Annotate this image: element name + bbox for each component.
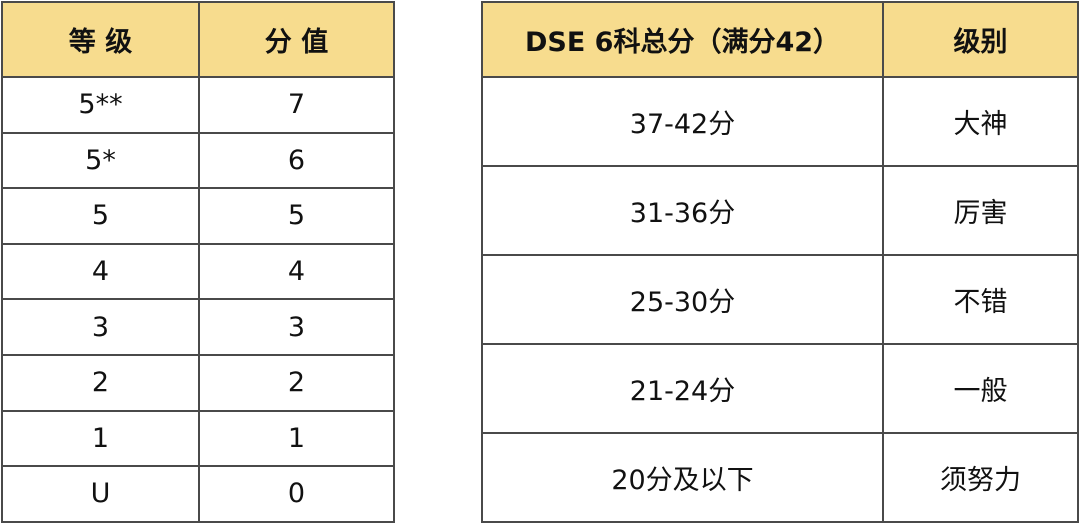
header-row: DSE 6科总分（满分42） 级别 <box>481 1 1079 78</box>
table-row: 31-36分 厉害 <box>481 165 1079 256</box>
table-row: 37-42分 大神 <box>481 76 1079 167</box>
level-cell: 须努力 <box>882 432 1079 523</box>
level-cell: 不错 <box>882 254 1079 345</box>
score-range-cell: 25-30分 <box>481 254 884 345</box>
grade-cell: U <box>1 465 200 523</box>
points-cell: 4 <box>198 242 395 301</box>
points-cell: 1 <box>198 409 395 468</box>
table-row: 5** 7 <box>1 76 395 134</box>
grade-cell: 5* <box>1 131 200 190</box>
score-range-cell: 20分及以下 <box>481 432 884 523</box>
grade-cell: 2 <box>1 353 200 412</box>
header-level: 级别 <box>882 1 1079 78</box>
table-row: 21-24分 一般 <box>481 343 1079 434</box>
grade-cell: 1 <box>1 409 200 468</box>
score-range-cell: 31-36分 <box>481 165 884 256</box>
grade-cell: 5 <box>1 187 200 245</box>
header-points: 分 值 <box>198 1 395 78</box>
grade-cell: 5** <box>1 76 200 134</box>
grade-cell: 3 <box>1 298 200 356</box>
table-row: 25-30分 不错 <box>481 254 1079 345</box>
level-cell: 一般 <box>882 343 1079 434</box>
points-cell: 0 <box>198 465 395 523</box>
grade-points-table: 等 级 分 值 5** 7 5* 6 5 5 4 4 3 3 2 2 1 1 U 0 <box>1 1 395 523</box>
header-grade: 等 级 <box>1 1 200 78</box>
points-cell: 7 <box>198 76 395 134</box>
grade-cell: 4 <box>1 242 200 301</box>
points-cell: 6 <box>198 131 395 190</box>
table-row: 20分及以下 须努力 <box>481 432 1079 523</box>
total-score-level-table: DSE 6科总分（满分42） 级别 37-42分 大神 31-36分 厉害 25-30分… <box>481 1 1079 523</box>
table-row: 5* 6 <box>1 131 395 190</box>
level-cell: 大神 <box>882 76 1079 167</box>
score-range-cell: 21-24分 <box>481 343 884 434</box>
level-cell: 厉害 <box>882 165 1079 256</box>
header-total-score: DSE 6科总分（满分42） <box>481 1 884 78</box>
points-cell: 2 <box>198 353 395 412</box>
points-cell: 3 <box>198 298 395 356</box>
points-cell: 5 <box>198 187 395 245</box>
score-range-cell: 37-42分 <box>481 76 884 167</box>
header-row: 等 级 分 值 <box>1 1 395 78</box>
